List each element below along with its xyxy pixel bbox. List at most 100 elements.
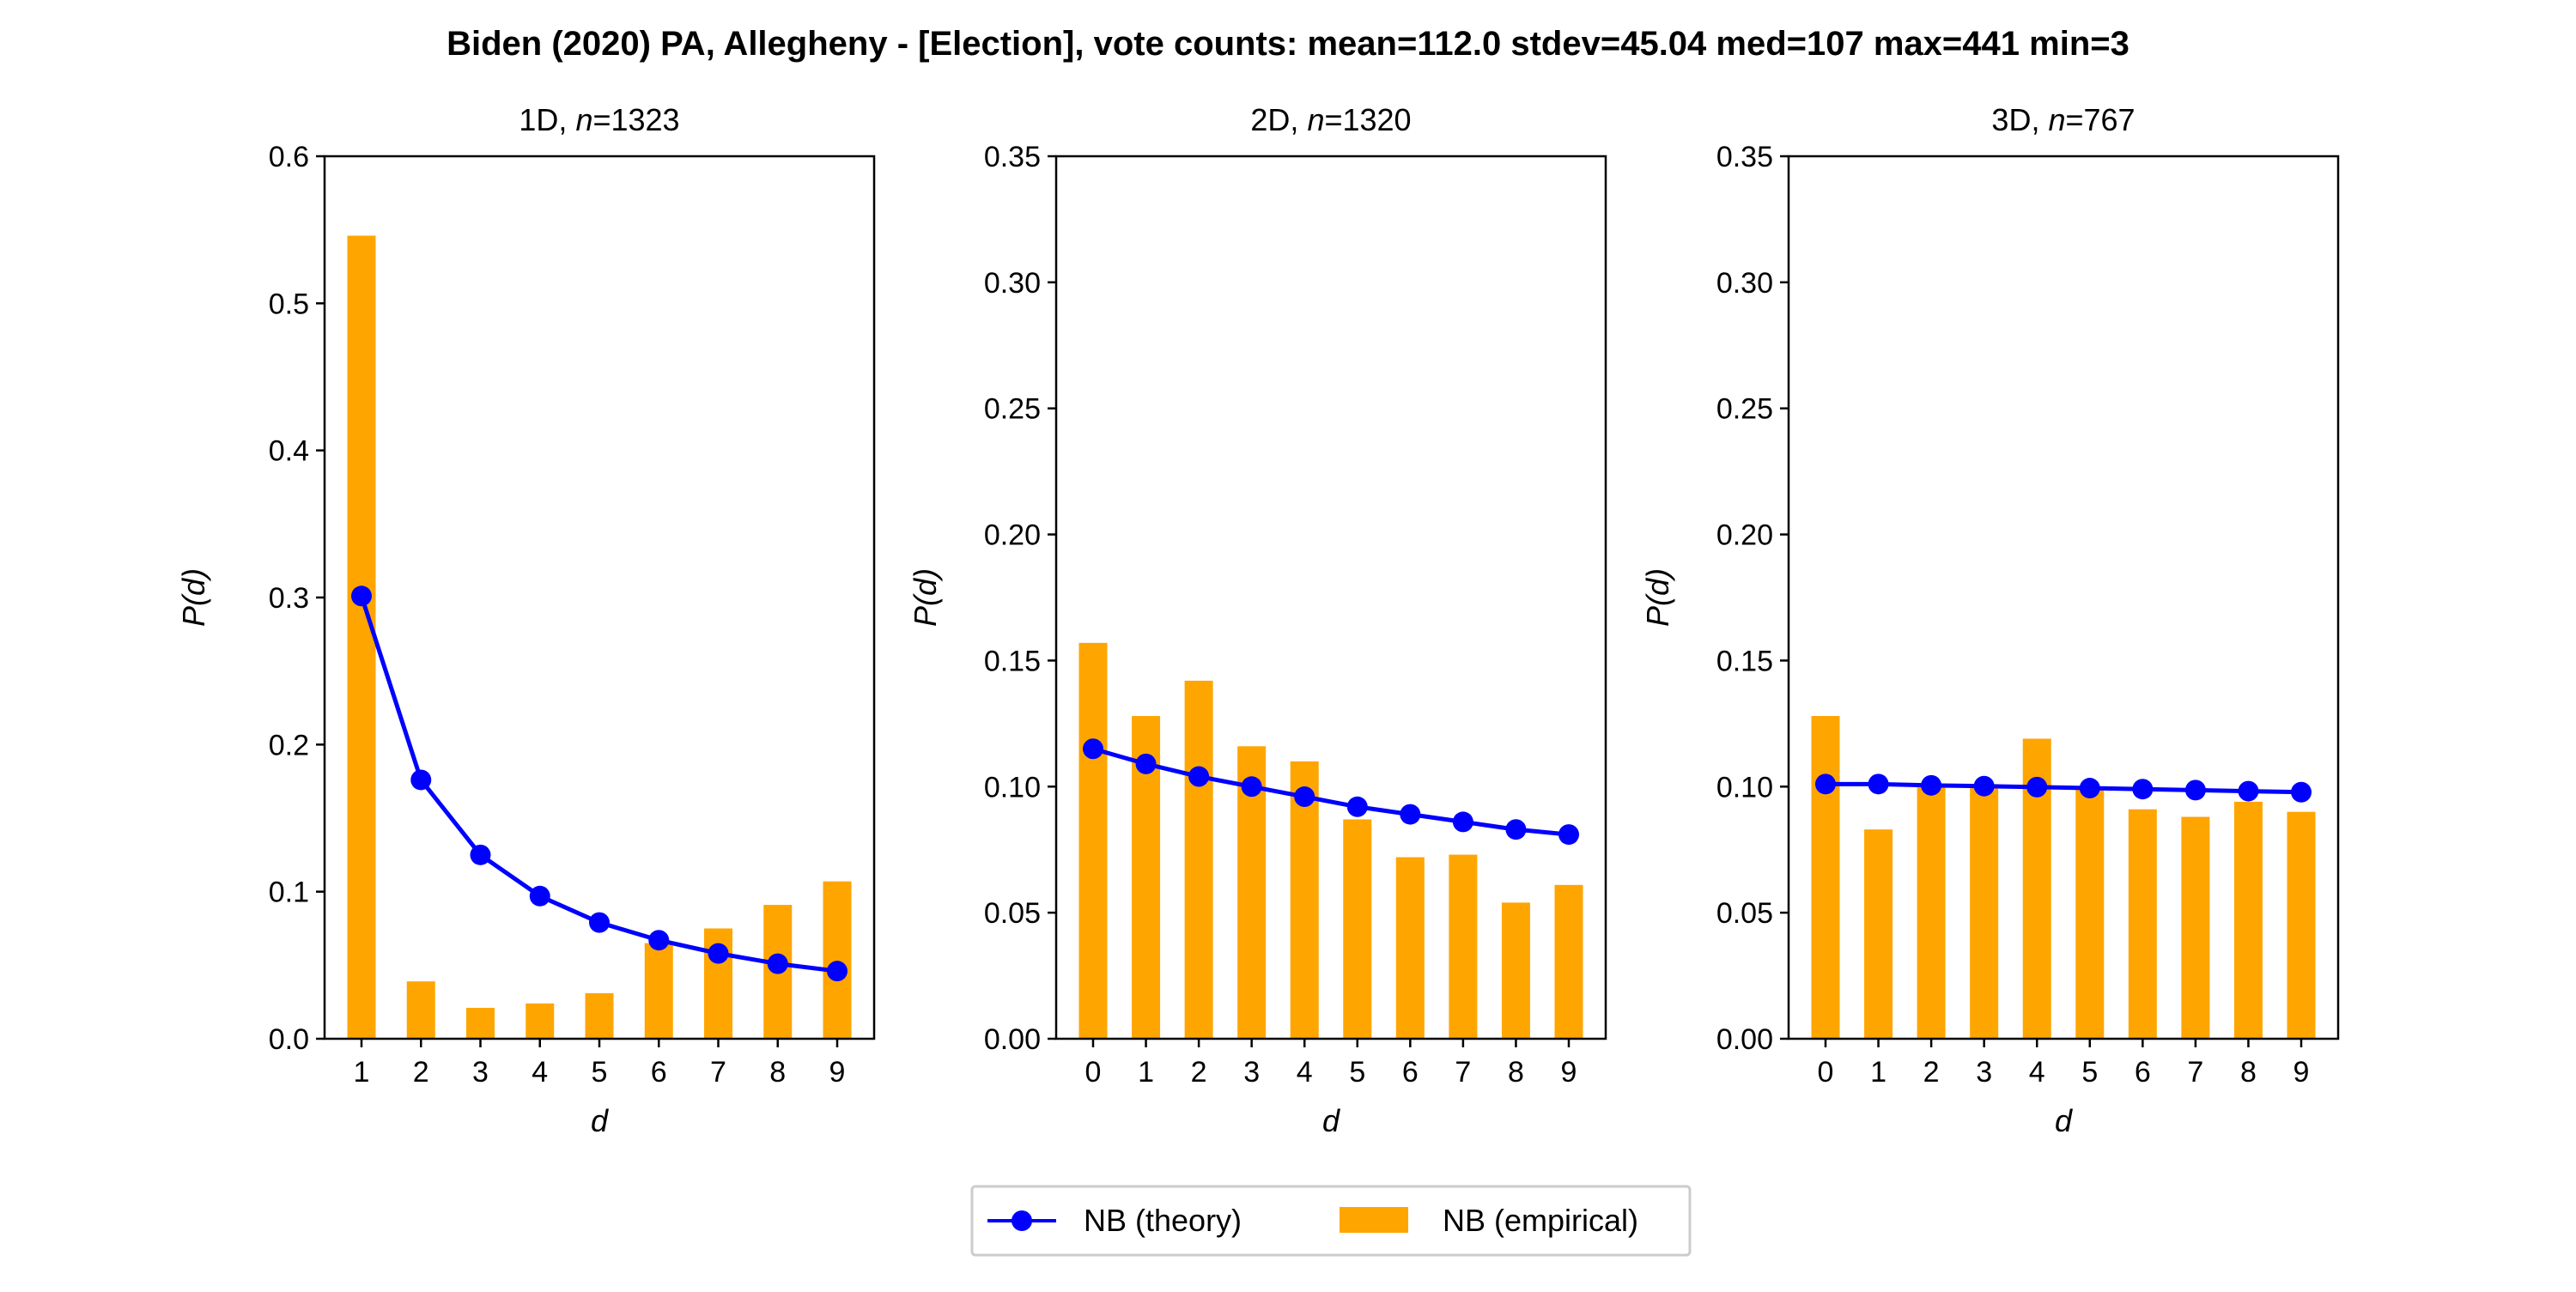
x-tick-label: 5: [592, 1056, 608, 1089]
point-theory-9: [1558, 824, 1579, 846]
point-theory-3: [470, 844, 491, 865]
x-tick-label: 1: [1870, 1056, 1886, 1089]
x-tick-label: 8: [1508, 1056, 1524, 1089]
panel-1: 0.0 0.1 0.2 0.3 0.4 0.5 0.6 1 2 3 4 5 6 7 8 9 1D, n=1323…: [176, 102, 876, 1138]
x-tick-label: 5: [1349, 1056, 1365, 1089]
legend-theory-label: NB (theory): [1084, 1203, 1242, 1238]
bar-empirical-3: [1970, 784, 1999, 1039]
x-tick-label: 3: [472, 1056, 489, 1089]
bar-empirical-6: [2128, 809, 2157, 1039]
y-tick-label: 0.05: [1716, 897, 1773, 930]
panel-title: 2D, n=1320: [1250, 102, 1411, 137]
bar-empirical-5: [1343, 819, 1372, 1039]
legend-empirical-swatch-icon: [1340, 1207, 1408, 1233]
point-theory-5: [2079, 778, 2100, 799]
y-tick-label: 0.15: [1716, 645, 1773, 677]
point-theory-3: [1973, 775, 1995, 797]
y-tick-label: 0.5: [269, 288, 309, 320]
bar-empirical-2: [1184, 680, 1213, 1039]
point-theory-7: [2184, 779, 2206, 801]
point-theory-2: [1921, 774, 1942, 796]
point-theory-6: [1400, 804, 1421, 825]
x-tick-label: 4: [532, 1056, 548, 1089]
chart-panels: 0.0 0.1 0.2 0.3 0.4 0.5 0.6 1 2 3 4 5 6 7 8 9 1D, n=1323…: [176, 102, 2340, 1138]
legend: NB (theory) NB (empirical): [970, 1185, 1692, 1257]
x-tick-label: 0: [1818, 1056, 1834, 1089]
point-theory-6: [648, 930, 670, 951]
x-tick-label: 4: [2029, 1056, 2045, 1089]
y-tick-label: 0.4: [269, 435, 309, 468]
x-tick-label: 1: [1138, 1056, 1154, 1089]
bar-empirical-9: [823, 881, 852, 1039]
point-theory-7: [1452, 811, 1473, 833]
x-tick-label: 8: [2240, 1056, 2257, 1089]
point-theory-8: [1505, 819, 1527, 840]
panel-title: 3D, n=767: [1991, 102, 2135, 137]
point-theory-4: [529, 885, 550, 907]
bar-empirical-9: [1554, 884, 1583, 1039]
bar-empirical-6: [644, 943, 673, 1039]
point-theory-2: [1188, 766, 1210, 787]
x-tick-label: 1: [354, 1056, 370, 1089]
point-theory-2: [410, 769, 432, 791]
x-tick-label: 9: [2293, 1056, 2310, 1089]
y-tick-label: 0.10: [1716, 771, 1773, 804]
x-axis-label: d: [591, 1103, 609, 1138]
y-tick-label: 0.0: [269, 1023, 309, 1056]
bar-empirical-1: [1864, 829, 1893, 1039]
legend-empirical-label: NB (empirical): [1443, 1203, 1638, 1238]
point-theory-0: [1815, 773, 1836, 795]
point-theory-9: [2291, 781, 2312, 803]
x-tick-label: 7: [710, 1056, 726, 1089]
y-tick-label: 0.1: [269, 876, 309, 909]
bar-empirical-3: [466, 1008, 495, 1039]
x-tick-label: 7: [2187, 1056, 2203, 1089]
bar-empirical-7: [1449, 854, 1478, 1039]
y-tick-label: 0.10: [984, 771, 1041, 804]
y-tick-label: 0.15: [984, 645, 1041, 677]
point-theory-0: [1083, 738, 1103, 760]
legend-frame: [970, 1185, 1692, 1257]
y-tick-label: 0.6: [269, 141, 309, 173]
bar-empirical-2: [1917, 786, 1946, 1039]
x-tick-label: 8: [769, 1056, 786, 1089]
y-tick-label: 0.35: [1716, 141, 1773, 173]
x-tick-label: 6: [2135, 1056, 2151, 1089]
point-theory-1: [1868, 773, 1889, 795]
figure-suptitle: Biden (2020) PA, Allegheny - [Election],…: [447, 25, 2129, 63]
series-theory-line: [1092, 746, 1570, 837]
x-tick-label: 6: [651, 1056, 667, 1089]
bar-empirical-4: [1290, 761, 1319, 1039]
x-tick-label: 4: [1297, 1056, 1313, 1089]
x-tick-label: 2: [413, 1056, 429, 1089]
plot-frame: [1054, 155, 1607, 1040]
point-theory-1: [351, 585, 372, 607]
point-theory-8: [2238, 780, 2259, 802]
y-tick-label: 0.25: [984, 393, 1041, 426]
bar-empirical-0: [1811, 716, 1840, 1039]
x-tick-label: 2: [1923, 1056, 1940, 1089]
bar-empirical-5: [585, 992, 614, 1039]
x-tick-label: 7: [1455, 1056, 1471, 1089]
point-theory-4: [2026, 776, 2048, 798]
y-tick-label: 0.05: [984, 897, 1041, 930]
point-theory-4: [1294, 786, 1315, 808]
point-theory-6: [2132, 779, 2154, 800]
bar-empirical-1: [347, 235, 376, 1039]
x-tick-label: 2: [1191, 1056, 1207, 1089]
x-axis-label: d: [2055, 1103, 2073, 1138]
y-tick-label: 0.3: [269, 582, 309, 615]
y-tick-label: 0.20: [984, 519, 1041, 552]
x-axis-label: d: [1322, 1103, 1340, 1138]
point-theory-3: [1241, 776, 1262, 798]
point-theory-8: [767, 953, 788, 974]
bar-empirical-7: [2181, 816, 2210, 1039]
panel-3: 0.00 0.05 0.10 0.15 0.20 0.25 0.30 0.35 0 1 2 3 4 5 6 7…: [1640, 102, 2340, 1138]
y-axis-label: P(d): [176, 568, 211, 627]
y-tick-label: 0.2: [269, 729, 309, 761]
y-tick-label: 0.20: [1716, 519, 1773, 552]
series-theory-line: [1826, 781, 2302, 795]
x-tick-label: 3: [1243, 1056, 1260, 1089]
